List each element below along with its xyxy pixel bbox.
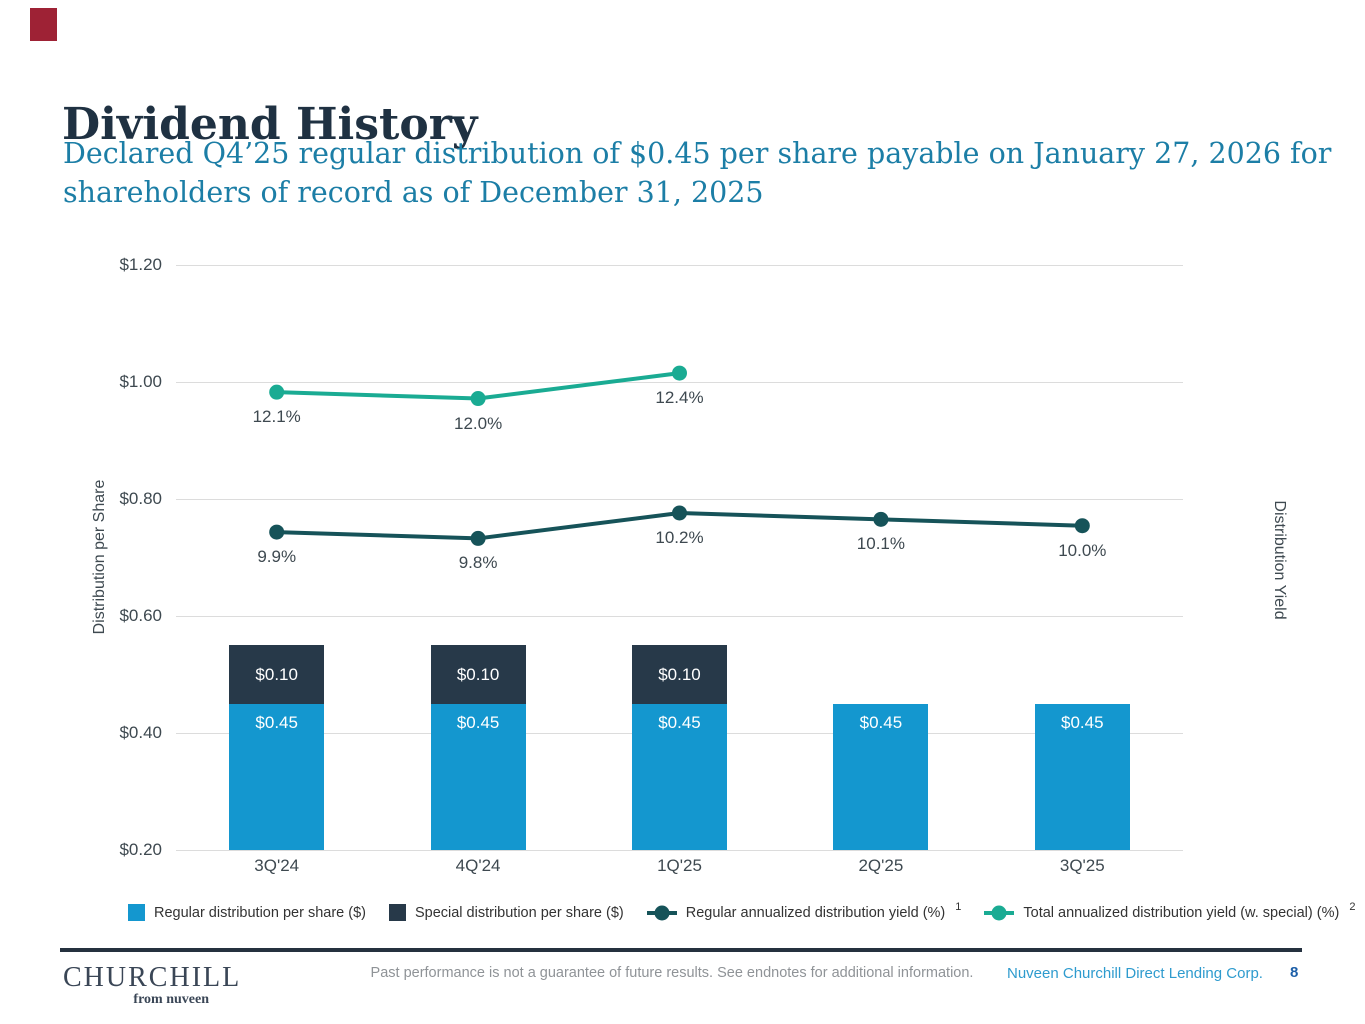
- yield-value-label: 12.1%: [252, 407, 301, 427]
- yield-point: [1074, 518, 1090, 534]
- footer-disclaimer: Past performance is not a guarantee of f…: [370, 965, 974, 981]
- y-axis-tick: $0.80: [119, 489, 162, 508]
- yield-value-label: 9.9%: [257, 547, 297, 567]
- bar-regular-1Q'25: [632, 703, 727, 850]
- subtitle-line-2: shareholders of record as of December 31…: [63, 176, 764, 209]
- legend-marker-regular-yield: [646, 905, 677, 920]
- bar-regular-3Q'24: [229, 703, 325, 850]
- churchill-logo: CHURCHILL: [63, 962, 242, 993]
- yield-value-label: 10.0%: [1058, 540, 1107, 560]
- legend-label: Special distribution per share ($): [414, 904, 624, 921]
- bar-special-1Q'25: $0.10: [632, 645, 727, 704]
- yield-value-label: 12.0%: [453, 413, 503, 433]
- bar-special-4Q'24: $0.10: [430, 645, 526, 704]
- legend-item-special-distribution: Special distribution per share ($): [388, 904, 624, 921]
- nuveen-brand-mark: [30, 8, 57, 41]
- legend-item-regular-distribution: Regular distribution per share ($): [128, 904, 366, 921]
- subtitle-line-1: Declared Q4’25 regular distribution of $…: [63, 137, 1332, 170]
- x-axis-label: 2Q'25: [858, 856, 904, 875]
- gridline: [176, 616, 1183, 617]
- gridline: [176, 850, 1183, 851]
- legend-label: Total annualized distribution yield (w. …: [1023, 904, 1340, 921]
- bar-regular-value-label: $0.45: [456, 712, 500, 732]
- x-axis-label: 3Q'25: [1059, 856, 1105, 875]
- gridline: [176, 499, 1183, 500]
- bar-special-3Q'24: $0.10: [229, 645, 325, 704]
- footer-divider: [60, 948, 1302, 952]
- legend-swatch-regular-distribution: [128, 904, 145, 921]
- page-subtitle: Declared Q4’25 regular distribution of $…: [63, 134, 1331, 212]
- gridline: [176, 265, 1183, 266]
- yield-point: [470, 391, 486, 407]
- bar-regular-3Q'25: [1034, 703, 1130, 850]
- legend-swatch-special-distribution: [388, 904, 406, 921]
- yield-point: [672, 365, 687, 381]
- chart-legend: Regular distribution per share ($) Speci…: [128, 901, 1355, 921]
- yield-point: [269, 524, 285, 540]
- x-axis-label: 3Q'24: [254, 856, 300, 875]
- footer-company-name: Nuveen Churchill Direct Lending Corp.: [1007, 965, 1263, 982]
- legend-dot-icon: [991, 905, 1007, 920]
- yield-value-label: 12.4%: [655, 388, 704, 408]
- bar-regular-value-label: $0.45: [255, 712, 298, 732]
- churchill-logo-tagline: from nuveen: [133, 992, 209, 1007]
- right-axis-title: Distribution Yield: [1271, 500, 1288, 620]
- legend-marker-total-yield: [984, 905, 1015, 920]
- bar-regular-value-label: $0.45: [658, 712, 701, 732]
- y-axis-tick: $0.60: [119, 606, 162, 625]
- chart-plot-area: $0.45 $0.10 $0.45 $0.10 $0.45 $0.10 $0.45 $0.45…: [176, 265, 1183, 851]
- yield-value-label: 10.1%: [856, 534, 905, 554]
- yield-point: [672, 505, 687, 521]
- yield-value-label: 10.2%: [655, 527, 704, 547]
- bar-regular-2Q'25: [833, 703, 929, 850]
- x-axis-label: 4Q'24: [455, 856, 501, 875]
- legend-item-regular-yield: Regular annualized distribution yield (%…: [646, 901, 961, 921]
- x-axis-label: 1Q'25: [657, 856, 702, 875]
- page-number: 8: [1290, 964, 1299, 981]
- page-title: Dividend History: [62, 99, 478, 151]
- y-axis-tick: $0.20: [119, 840, 162, 859]
- y-axis-tick: $1.20: [119, 255, 162, 274]
- yield-point: [470, 530, 486, 546]
- y-axis-tick: $1.00: [119, 372, 162, 391]
- legend-dot-icon: [654, 905, 670, 920]
- legend-footnote-2: 2: [1349, 900, 1356, 913]
- bar-regular-value-label: $0.45: [1061, 712, 1104, 732]
- legend-label: Regular distribution per share ($): [154, 904, 366, 921]
- bar-regular-value-label: $0.45: [859, 712, 903, 732]
- yield-lines-svg: [269, 365, 1090, 546]
- legend-item-total-yield: Total annualized distribution yield (w. …: [984, 901, 1355, 921]
- bar-regular-4Q'24: [430, 703, 526, 850]
- gridline: [176, 382, 1183, 383]
- yield-value-label: 9.8%: [458, 553, 498, 573]
- yield-point: [873, 511, 889, 527]
- yield-point: [269, 384, 285, 400]
- legend-label: Regular annualized distribution yield (%…: [685, 904, 946, 921]
- legend-footnote-1: 1: [955, 900, 962, 913]
- y-axis-tick: $0.40: [119, 723, 162, 742]
